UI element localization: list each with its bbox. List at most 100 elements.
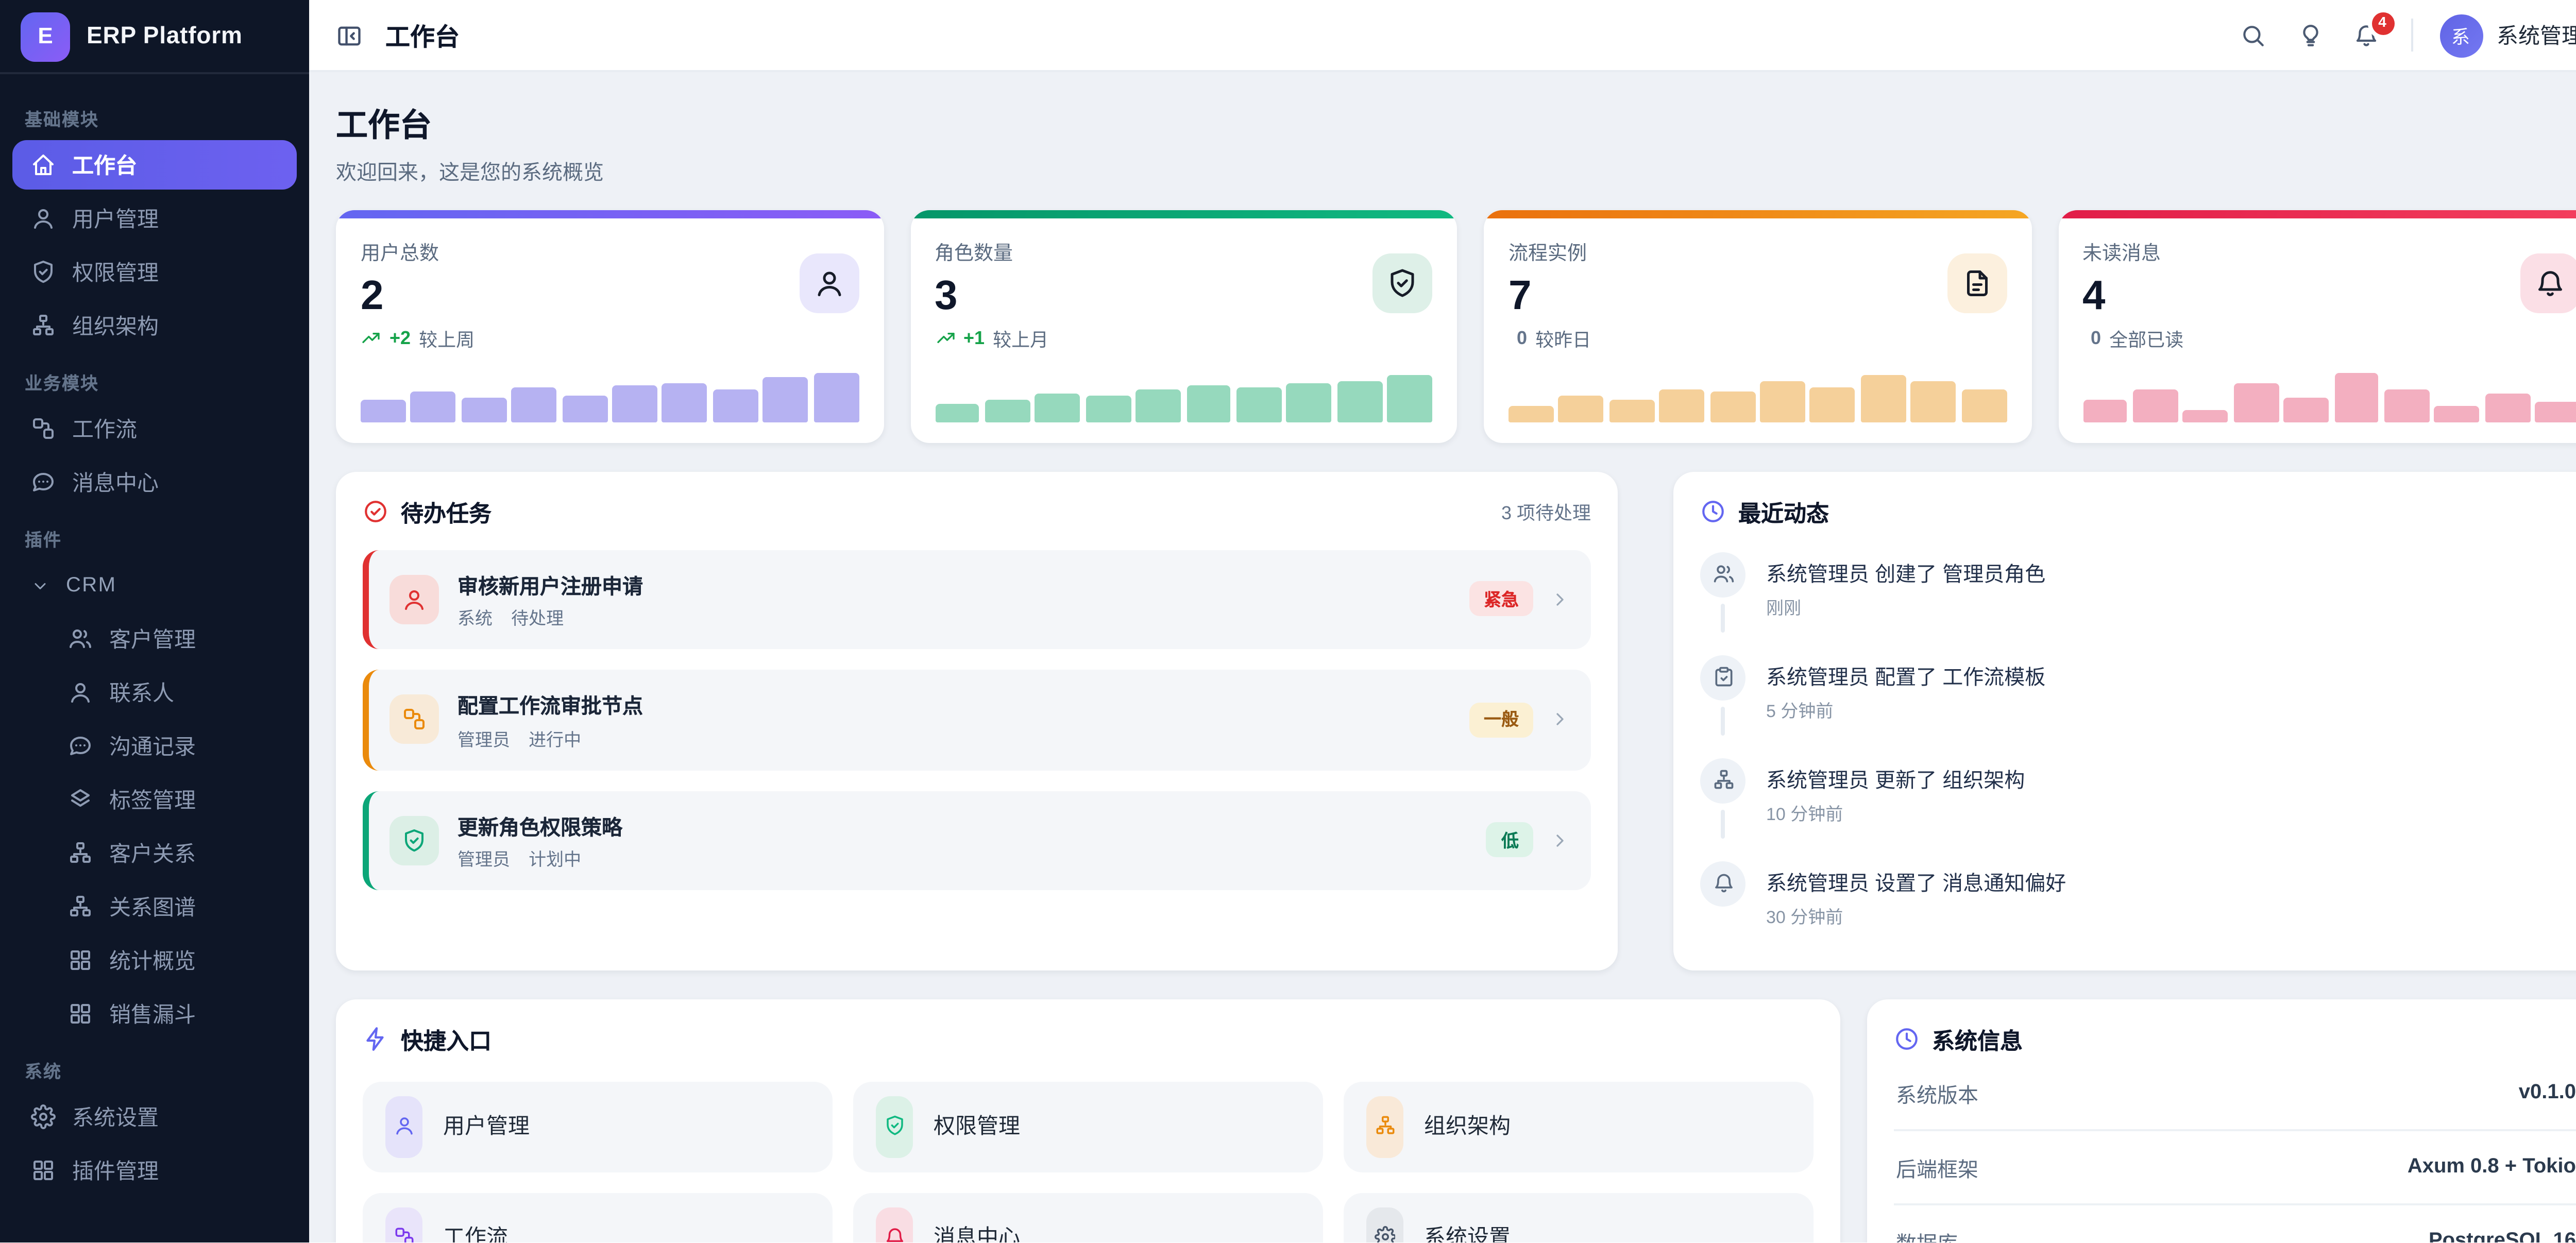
sidebar-item[interactable]: 沟通记录	[49, 721, 297, 771]
system-info-value: Axum 0.8 + Tokio	[2407, 1155, 2576, 1178]
spark-bar	[1911, 382, 1956, 421]
sidebar-item[interactable]: 销售漏斗	[49, 989, 297, 1038]
stat-trend: 0 较昨日	[1509, 325, 2006, 351]
system-info-header: 系统信息	[1894, 1023, 2576, 1056]
activity-item-avatar	[1700, 757, 1745, 803]
sidebar-item-icon	[31, 576, 49, 594]
stat-trend-value: 0	[2091, 328, 2102, 348]
page-content: 工作台 欢迎回来，这是您的系统概览 用户总数 2 +2 较上周	[309, 72, 2576, 1243]
sidebar-section-items: 工作流 消息中心	[0, 404, 309, 507]
sidebar-item[interactable]: 标签管理	[49, 775, 297, 824]
spark-bar	[985, 399, 1030, 421]
stat-accent-bar	[2058, 210, 2576, 217]
quick-link-tile[interactable]: 权限管理	[853, 1081, 1323, 1171]
page-subtitle: 欢迎回来，这是您的系统概览	[336, 163, 604, 185]
stat-card: 未读消息 4 0 全部已读	[2058, 210, 2576, 442]
search-icon[interactable]	[2240, 22, 2266, 48]
sidebar-section: 基础模块 工作台 用户管理 权限管理 组织架构	[0, 107, 309, 350]
sidebar-item[interactable]: 系统设置	[12, 1092, 297, 1142]
stat-sparkline	[1509, 366, 2007, 421]
todo-item-status: 待处理	[511, 608, 564, 628]
activity-item-time: 10 分钟前	[1766, 803, 1843, 823]
quick-link-tile[interactable]: 工作流	[363, 1192, 833, 1243]
sidebar-item-label: 系统设置	[72, 1105, 159, 1130]
sidebar-item-icon	[31, 206, 56, 231]
system-info-row: 系统版本 v0.1.0	[1894, 1056, 2576, 1130]
chevron-right-icon[interactable]	[1550, 709, 1570, 730]
timeline-connector	[1721, 603, 1725, 632]
stat-cards: 用户总数 2 +2 较上周	[336, 210, 2576, 442]
todo-item-icon-chip	[389, 574, 439, 624]
stat-icon-chip	[1946, 253, 2006, 313]
chevron-right-icon[interactable]	[1550, 589, 1570, 609]
stat-accent-bar	[336, 210, 883, 217]
todo-item-icon	[402, 587, 427, 611]
lightbulb-icon[interactable]	[2297, 22, 2323, 48]
sidebar-item[interactable]: 关系图谱	[49, 882, 297, 931]
sidebar-item[interactable]: 工作台	[12, 140, 297, 190]
notification-badge: 4	[2371, 12, 2394, 35]
system-info-title: 系统信息	[1932, 1029, 2023, 1054]
sidebar-section-label: 业务模块	[25, 373, 99, 394]
sidebar-section-label: 系统	[25, 1061, 62, 1082]
todo-item-source: 管理员	[457, 849, 511, 870]
sidebar-item[interactable]: CRM	[12, 560, 297, 610]
sidebar-item[interactable]: 消息中心	[12, 457, 297, 507]
sidebar-item[interactable]: 客户管理	[49, 614, 297, 663]
sidebar-item[interactable]: 插件管理	[12, 1146, 297, 1195]
sidebar-collapse-icon[interactable]	[336, 22, 363, 48]
spark-bar	[2283, 397, 2329, 421]
sidebar-item-label: 标签管理	[109, 788, 196, 813]
user-avatar[interactable]: 系	[2439, 13, 2482, 57]
stat-label: 用户总数	[361, 242, 439, 265]
activity-item-avatar	[1700, 654, 1745, 700]
quick-link-tile[interactable]: 用户管理	[363, 1081, 833, 1171]
todo-count: 3 项待处理	[1501, 503, 1591, 523]
stat-trend-value: +2	[389, 328, 411, 348]
sidebar-section-items: CRM 客户管理 联系人 沟通记录 标签管理 客户关系 关系图谱 统计概览 销售…	[0, 560, 309, 1038]
sidebar-item[interactable]: 客户关系	[49, 828, 297, 878]
quick-link-icon-chip	[1366, 1095, 1403, 1157]
spark-bar	[1286, 382, 1332, 421]
sidebar-item[interactable]: 权限管理	[12, 247, 297, 297]
todo-item[interactable]: 审核新用户注册申请 系统 待处理 紧急	[363, 549, 1591, 649]
system-info-panel: 系统信息 系统版本 v0.1.0 后端框架 Axum 0.8 + Tokio 数…	[1867, 998, 2576, 1243]
sidebar-item[interactable]: 联系人	[49, 668, 297, 717]
spark-bar	[1035, 394, 1080, 421]
sidebar-item[interactable]: 统计概览	[49, 935, 297, 985]
system-info-row: 数据库 PostgreSQL 16	[1894, 1204, 2576, 1243]
stat-accent-bar	[1484, 210, 2031, 217]
spark-bar	[2233, 383, 2279, 421]
spark-bar	[1509, 405, 1554, 421]
sidebar-nav: 基础模块 工作台 用户管理 权限管理 组织架构 业务模块 工作流 消息中心	[0, 74, 309, 1220]
spark-bar	[662, 382, 708, 421]
todo-item[interactable]: 配置工作流审批节点 管理员 进行中 一般	[363, 670, 1591, 770]
activity-item-time: 5 分钟前	[1766, 700, 1834, 720]
activity-list: 系统管理员 创建了 管理员角色 刚刚	[1700, 551, 2576, 941]
stat-label: 未读消息	[2082, 242, 2161, 265]
stat-trend-label: 较昨日	[1535, 329, 1591, 349]
system-info-row: 后端框架 Axum 0.8 + Tokio	[1894, 1130, 2576, 1204]
sidebar-item[interactable]: 组织架构	[12, 301, 297, 350]
stat-card: 流程实例 7 0 较昨日	[1484, 210, 2031, 442]
sidebar-item[interactable]: 用户管理	[12, 194, 297, 243]
sidebar-item[interactable]: 工作流	[12, 404, 297, 453]
quick-link-tile[interactable]: 消息中心	[853, 1192, 1323, 1243]
todo-priority-badge: 一般	[1469, 702, 1533, 737]
sidebar-item-label: 关系图谱	[109, 895, 196, 920]
timeline-connector	[1721, 809, 1725, 838]
sidebar-item-label: 组织架构	[72, 314, 159, 339]
notifications-bell-icon[interactable]: 4	[2353, 12, 2394, 48]
quick-link-tile[interactable]: 系统设置	[1344, 1192, 1814, 1243]
activity-item-icon	[1711, 872, 1734, 894]
spark-bar	[511, 388, 557, 421]
todo-item[interactable]: 更新角色权限策略 管理员 计划中 低	[363, 790, 1591, 890]
chevron-right-icon[interactable]	[1550, 830, 1570, 850]
stat-icon-chip	[799, 253, 858, 313]
quick-link-tile[interactable]: 组织架构	[1344, 1081, 1814, 1171]
trending-up-icon	[361, 328, 381, 348]
user-name[interactable]: 系统管理员	[2497, 24, 2576, 48]
system-info-label: 系统版本	[1896, 1085, 1978, 1108]
spark-bar	[1961, 389, 2007, 421]
